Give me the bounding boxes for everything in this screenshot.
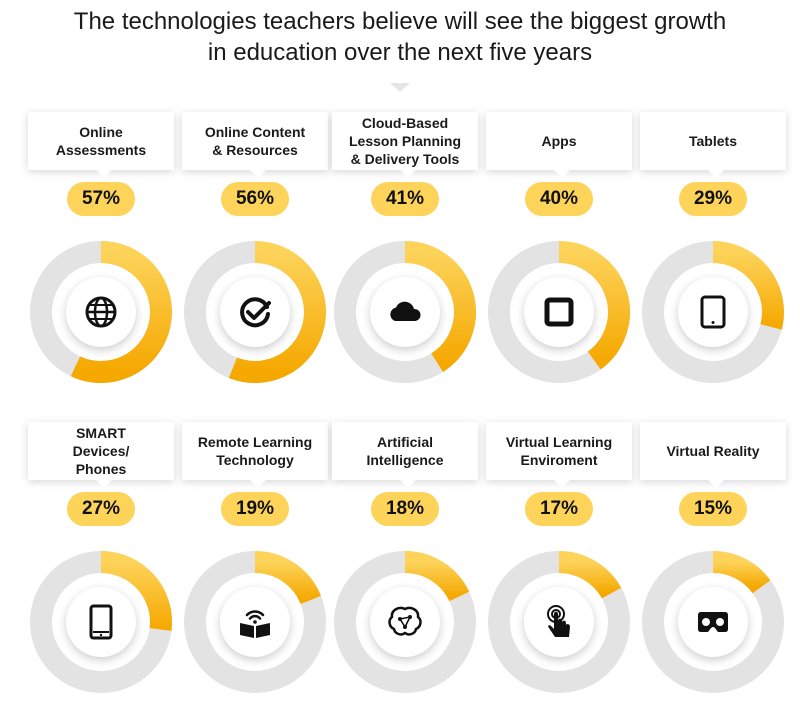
donut-ring [183, 550, 327, 694]
brain-circuit-icon [388, 606, 422, 636]
donut-ring [487, 550, 631, 694]
category-label: SMART Devices/ Phones [72, 425, 130, 477]
icon-disc [678, 587, 748, 657]
percent-pill: 18% [371, 492, 439, 526]
touch-hand-icon [547, 605, 570, 637]
donut-svg [184, 241, 326, 383]
percent-pill: 57% [67, 182, 135, 216]
donut-ring [641, 550, 785, 694]
donut-ring [487, 240, 631, 384]
donut-ring [641, 240, 785, 384]
category-label: Virtual Reality [666, 443, 760, 459]
donut-ring [183, 240, 327, 384]
icon-disc [66, 587, 136, 657]
percent-pill: 29% [679, 182, 747, 216]
donut-tile: Remote Learning Technology 19% [180, 422, 330, 712]
donut-svg [30, 551, 172, 693]
title-line-1: The technologies teachers believe will s… [73, 8, 727, 35]
cloud-icon [390, 301, 421, 321]
icon-disc [370, 587, 440, 657]
percent-pill: 19% [221, 492, 289, 526]
percent-pill: 41% [371, 182, 439, 216]
donut-tile: SMART Devices/ Phones 27% [26, 422, 176, 712]
percent-pill: 27% [67, 492, 135, 526]
donut-svg [30, 241, 172, 383]
donut-tile: Apps 40% [484, 112, 634, 402]
donut-tile: Online Content & Resources 56% [180, 112, 330, 402]
percent-pill: 40% [525, 182, 593, 216]
donut-ring [29, 240, 173, 384]
category-label: Apps [541, 133, 577, 149]
category-label: Virtual Learning Enviroment [505, 434, 613, 468]
donut-svg [488, 551, 630, 693]
icon-disc [678, 277, 748, 347]
donut-svg [488, 241, 630, 383]
donut-value-arc [228, 241, 326, 383]
category-label-box: Online Content & Resources [182, 112, 328, 178]
category-label-box: Remote Learning Technology [182, 422, 328, 488]
icon-disc [370, 277, 440, 347]
chart-title: The technologies teachers believe will s… [0, 6, 800, 68]
category-label-box: Virtual Reality [640, 422, 786, 488]
check-circle-icon [240, 297, 271, 328]
icon-disc [66, 277, 136, 347]
donut-ring [29, 550, 173, 694]
icon-disc [524, 277, 594, 347]
category-label: Cloud-Based Lesson Planning & Delivery T… [348, 115, 461, 167]
title-line-2: in education over the next five years [207, 39, 593, 66]
category-label: Artificial Intelligence [366, 434, 444, 468]
donut-value-arc [404, 551, 470, 602]
donut-value-arc [70, 241, 172, 383]
donut-value-arc [558, 241, 630, 370]
phone-icon [89, 604, 113, 640]
donut-svg [334, 551, 476, 693]
donut-value-arc [712, 551, 771, 594]
donut-value-arc [404, 241, 476, 372]
donut-tile: Virtual Reality 15% [638, 422, 788, 712]
donut-tile: Cloud-Based Lesson Planning & Delivery T… [330, 112, 480, 402]
app-square-icon [544, 297, 574, 327]
category-label-box: Apps [486, 112, 632, 178]
category-label: Online Assessments [55, 124, 147, 158]
category-label-box: SMART Devices/ Phones [28, 422, 174, 488]
category-label-box: Virtual Learning Enviroment [486, 422, 632, 488]
globe-icon [85, 296, 117, 328]
donut-ring [333, 240, 477, 384]
donut-tile: Virtual Learning Enviroment 17% [484, 422, 634, 712]
title-pointer [390, 83, 410, 92]
category-label: Tablets [689, 133, 737, 149]
vr-headset-icon [698, 612, 728, 632]
icon-disc [220, 277, 290, 347]
category-label: Remote Learning Technology [197, 434, 313, 468]
donut-ring [333, 550, 477, 694]
donut-svg [642, 551, 784, 693]
donut-value-arc [558, 551, 622, 599]
donut-svg [184, 551, 326, 693]
category-label-box: Online Assessments [28, 112, 174, 178]
donut-svg [334, 241, 476, 383]
icon-disc [220, 587, 290, 657]
donut-tile: Artificial Intelligence 18% [330, 422, 480, 712]
donut-value-arc [254, 551, 322, 605]
percent-pill: 56% [221, 182, 289, 216]
donut-value-arc [100, 551, 172, 631]
category-label-box: Artificial Intelligence [332, 422, 478, 488]
donut-tile: Online Assessments 57% [26, 112, 176, 402]
icon-disc [524, 587, 594, 657]
donut-svg [642, 241, 784, 383]
book-wifi-icon [240, 610, 270, 638]
donut-value-arc [712, 241, 784, 330]
percent-pill: 15% [679, 492, 747, 526]
percent-pill: 17% [525, 492, 593, 526]
donut-tile: Tablets 29% [638, 112, 788, 402]
tablet-icon [700, 295, 726, 329]
category-label-box: Tablets [640, 112, 786, 178]
category-label: Online Content & Resources [204, 124, 306, 158]
category-label-box: Cloud-Based Lesson Planning & Delivery T… [332, 112, 478, 178]
